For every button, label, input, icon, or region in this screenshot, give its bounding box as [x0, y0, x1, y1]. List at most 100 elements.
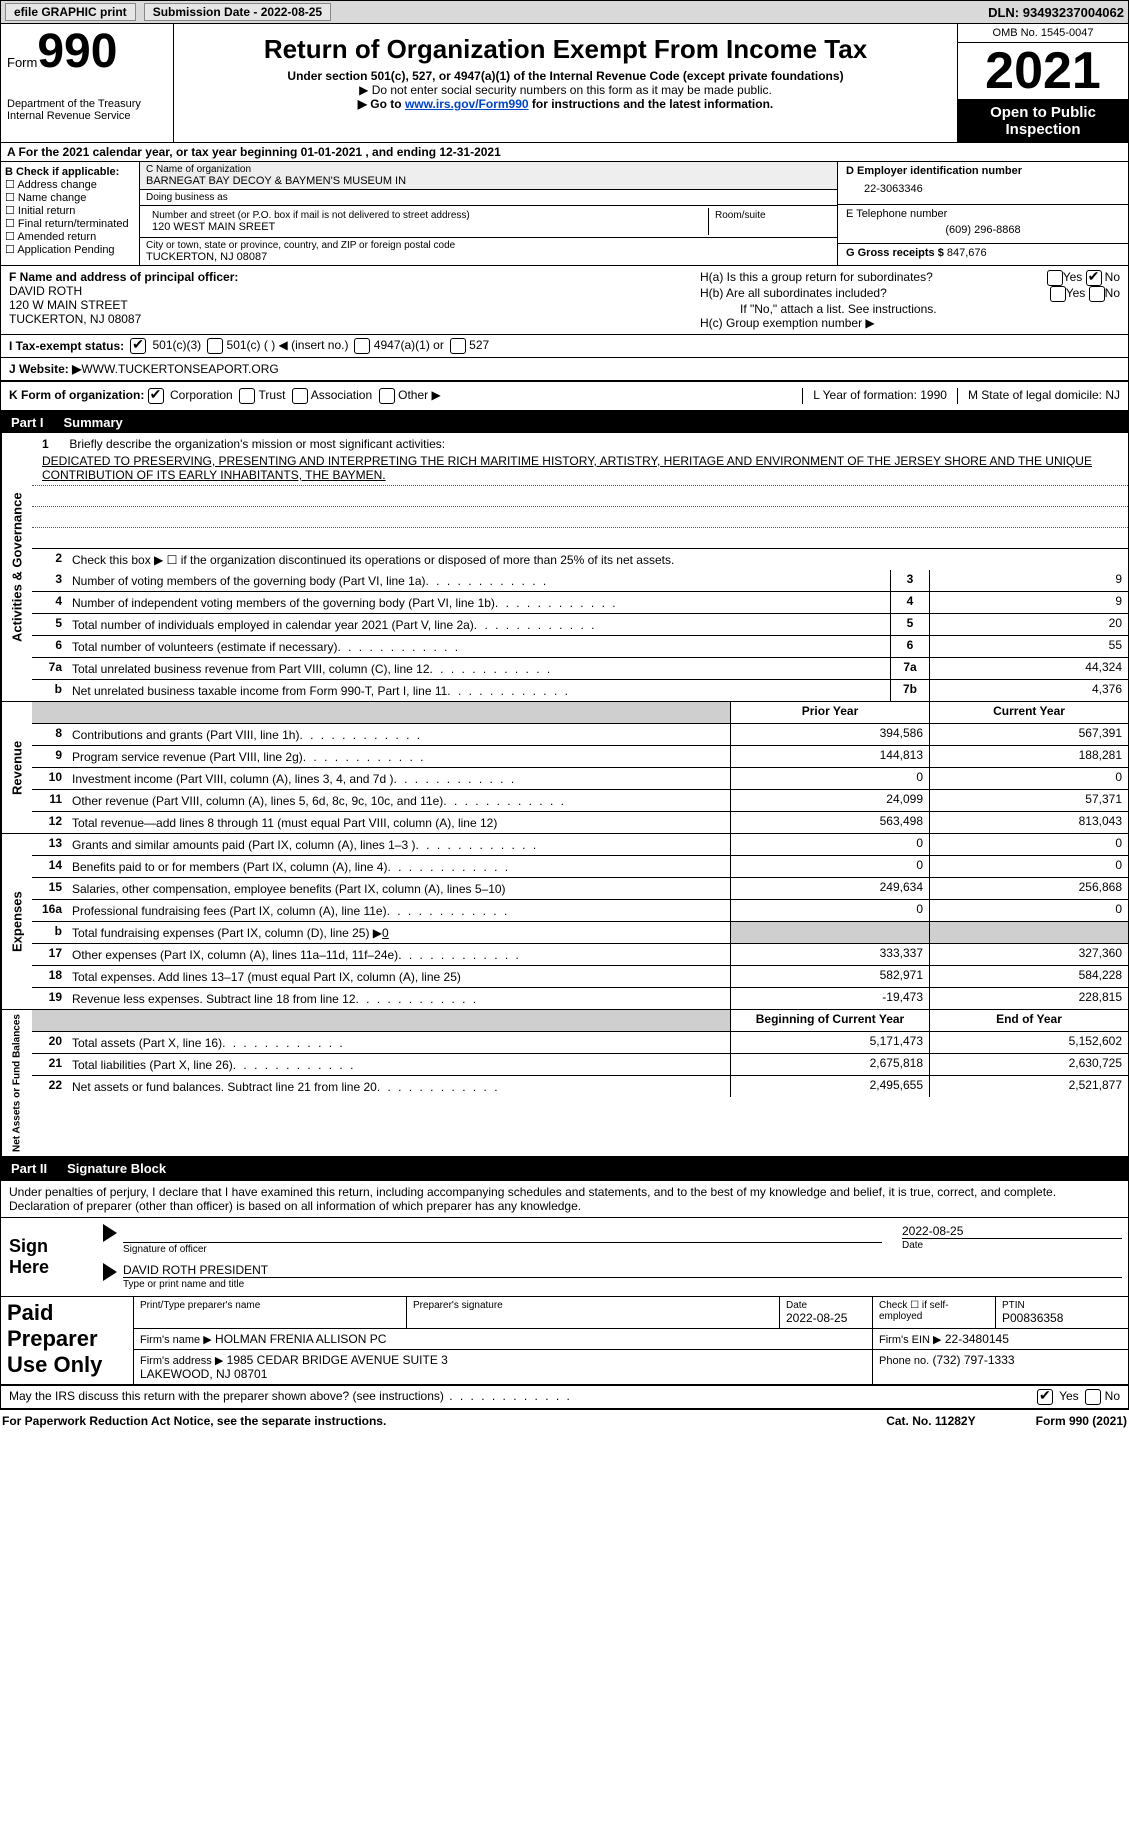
i-527[interactable]: 527 [450, 338, 489, 354]
h-a-no[interactable]: No [1086, 270, 1120, 286]
section-d: D Employer identification number 22-3063… [837, 162, 1128, 265]
h-c-label: H(c) Group exemption number ▶ [700, 316, 1120, 330]
yes-text: Yes [1063, 270, 1083, 284]
bcd-block: B Check if applicable: ☐ Address change … [0, 162, 1129, 266]
i-4947-label: 4947(a)(1) or [374, 338, 444, 352]
self-employed-check[interactable]: Check ☐ if self-employed [873, 1297, 996, 1329]
form-title: Return of Organization Exempt From Incom… [182, 34, 949, 65]
c17: 327,360 [929, 944, 1128, 965]
efile-print-button[interactable]: efile GRAPHIC print [5, 3, 136, 21]
section-c: C Name of organization BARNEGAT BAY DECO… [140, 162, 837, 265]
k-trust[interactable]: Trust [239, 388, 285, 404]
b-checkbox-item[interactable]: ☐ Application Pending [5, 243, 135, 256]
discuss-label: May the IRS discuss this return with the… [9, 1389, 572, 1405]
i-501c3[interactable]: 501(c)(3) [130, 338, 201, 354]
org-name: BARNEGAT BAY DECOY & BAYMEN'S MUSEUM IN [146, 175, 831, 187]
c9: 188,281 [929, 746, 1128, 767]
i-501c3-label: 501(c)(3) [153, 338, 202, 352]
tax-year: 2021 [958, 43, 1128, 100]
h-a-yes[interactable]: Yes [1047, 270, 1083, 286]
mission-blank-3 [32, 528, 1128, 549]
h-b-no[interactable]: No [1089, 286, 1120, 302]
c21: 2,630,725 [929, 1054, 1128, 1075]
p19: -19,473 [730, 988, 929, 1009]
firm-addr-label: Firm's address ▶ [140, 1355, 223, 1367]
vtab-activities: Activities & Governance [1, 433, 32, 701]
p10: 0 [730, 768, 929, 789]
k-label: K Form of organization: [9, 388, 144, 402]
p16a: 0 [730, 900, 929, 921]
b-checkbox-item[interactable]: ☐ Address change [5, 178, 135, 191]
firm-name: HOLMAN FRENIA ALLISON PC [215, 1332, 386, 1346]
b-address-change: Address change [17, 179, 97, 191]
c22: 2,521,877 [929, 1076, 1128, 1097]
line-14: Benefits paid to or for members (Part IX… [68, 856, 730, 877]
penalties-text: Under penalties of perjury, I declare th… [1, 1181, 1128, 1218]
d-phone-label: E Telephone number [846, 208, 1120, 220]
form-subtitle-1: Under section 501(c), 527, or 4947(a)(1)… [182, 69, 949, 83]
print-name-label: Type or print name and title [123, 1277, 1122, 1290]
i-4947[interactable]: 4947(a)(1) or [354, 338, 443, 354]
p13: 0 [730, 834, 929, 855]
c15: 256,868 [929, 878, 1128, 899]
fh-block: F Name and address of principal officer:… [0, 266, 1129, 335]
line-4: Number of independent voting members of … [68, 592, 890, 613]
c-city-row: City or town, state or province, country… [140, 238, 837, 265]
vtab-expenses: Expenses [1, 834, 32, 1009]
val-3: 9 [929, 570, 1128, 591]
firm-phone-label: Phone no. [879, 1355, 929, 1367]
end-year-header: End of Year [929, 1010, 1128, 1031]
section-j: J Website: ▶ WWW.TUCKERTONSEAPORT.ORG H(… [0, 358, 1129, 382]
section-h: H(a) Is this a group return for subordin… [692, 266, 1128, 334]
k-assoc-label: Association [311, 388, 372, 402]
b-name-change: Name change [18, 192, 87, 204]
p18: 582,971 [730, 966, 929, 987]
discuss-yes[interactable]: Yes [1037, 1389, 1079, 1405]
c-dba-label: Doing business as [146, 192, 831, 203]
revenue-table: Revenue Prior YearCurrent Year 8Contribu… [0, 702, 1129, 834]
i-501c[interactable]: 501(c) ( ) ◀ (insert no.) [207, 338, 348, 354]
b-checkbox-item[interactable]: ☐ Name change [5, 191, 135, 204]
line-5: Total number of individuals employed in … [68, 614, 890, 635]
section-b: B Check if applicable: ☐ Address change … [1, 162, 140, 265]
officer-city: TUCKERTON, NJ 08087 [9, 312, 684, 326]
officer-name: DAVID ROTH [9, 284, 684, 298]
b-amended: Amended return [17, 231, 96, 243]
b-checkbox-item[interactable]: ☐ Amended return [5, 230, 135, 243]
top-bar: efile GRAPHIC print Submission Date - 20… [0, 0, 1129, 24]
irs-link[interactable]: www.irs.gov/Form990 [405, 97, 529, 111]
line-13: Grants and similar amounts paid (Part IX… [68, 834, 730, 855]
b-final-return: Final return/terminated [18, 218, 129, 230]
goto-prefix: ▶ Go to [358, 97, 405, 111]
discuss-no[interactable]: No [1085, 1389, 1120, 1405]
line-7b: Net unrelated business taxable income fr… [68, 680, 890, 701]
expenses-table: Expenses 13Grants and similar amounts pa… [0, 834, 1129, 1010]
b-checkbox-item[interactable]: ☐ Final return/terminated [5, 217, 135, 230]
line-8: Contributions and grants (Part VIII, lin… [68, 724, 730, 745]
line-17: Other expenses (Part IX, column (A), lin… [68, 944, 730, 965]
sig-date-label: Date [902, 1238, 1122, 1251]
part-i-label: Part I [11, 415, 44, 430]
mission-blank-2 [32, 507, 1128, 528]
preparer-sig-label: Preparer's signature [413, 1300, 773, 1311]
b-checkbox-item[interactable]: ☐ Initial return [5, 204, 135, 217]
m-state-domicile: M State of legal domicile: NJ [957, 388, 1120, 404]
p22: 2,495,655 [730, 1076, 929, 1097]
p17: 333,337 [730, 944, 929, 965]
line-7a: Total unrelated business revenue from Pa… [68, 658, 890, 679]
k-corp[interactable]: Corporation [148, 388, 233, 404]
c8: 567,391 [929, 724, 1128, 745]
submission-date-button[interactable]: Submission Date - 2022-08-25 [144, 3, 331, 21]
k-assoc[interactable]: Association [292, 388, 372, 404]
i-527-label: 527 [469, 338, 489, 352]
part-i-title: Summary [64, 415, 123, 430]
h-b-yes[interactable]: Yes [1050, 286, 1086, 302]
vtab-revenue: Revenue [1, 702, 32, 833]
yes-text: Yes [1066, 286, 1086, 300]
line-1-label: Briefly describe the organization's miss… [69, 437, 445, 451]
gross-label: G Gross receipts $ [846, 247, 947, 259]
l-year-formation: L Year of formation: 1990 [802, 388, 957, 404]
open-to-public: Open to Public Inspection [958, 100, 1128, 142]
c-room-label: Room/suite [715, 210, 825, 221]
k-other[interactable]: Other ▶ [379, 388, 441, 404]
